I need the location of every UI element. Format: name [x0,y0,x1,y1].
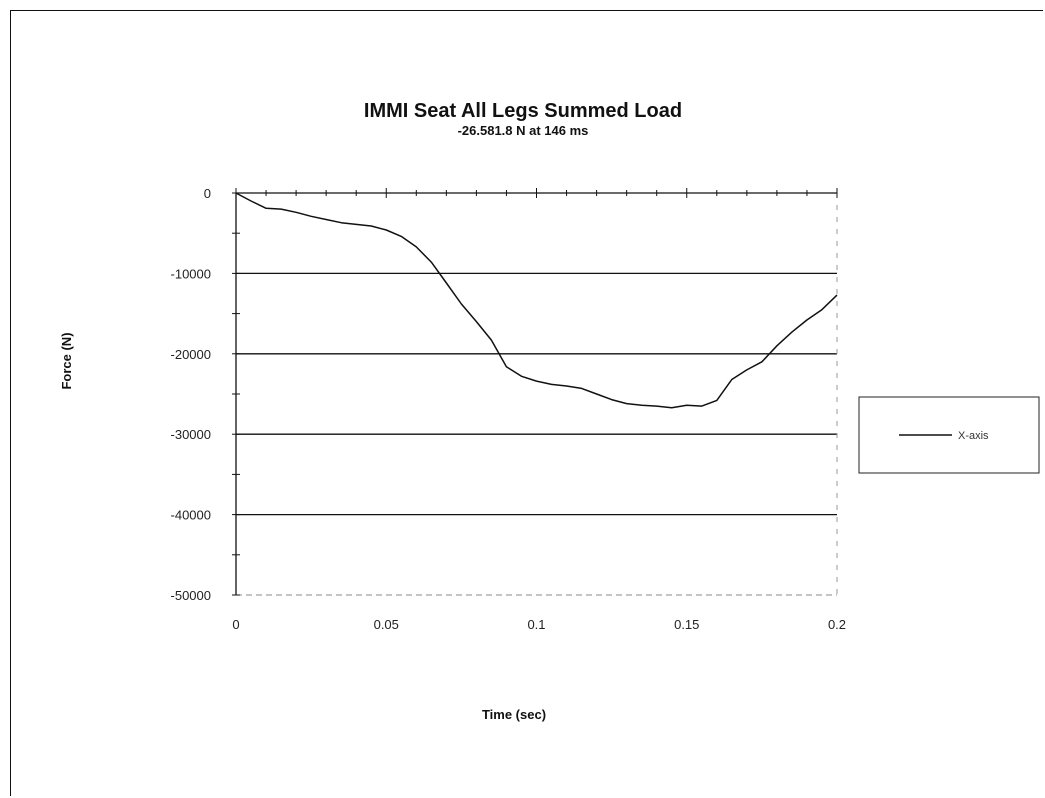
y-axis-title: Force (N) [59,332,74,389]
chart-subtitle: -26.581.8 N at 146 ms [458,123,589,138]
y-tick-label-1: -10000 [171,266,211,281]
y-tick-label-0: 0 [204,186,211,201]
x-tick-label-0: 0 [232,617,239,632]
y-tick-label-5: -50000 [171,588,211,603]
grid-lines [236,272,837,516]
x-tick-label-4: 0.2 [828,617,846,632]
y-tick-label-3: -30000 [171,427,211,442]
series-line-0 [235,192,838,409]
x-tick-label-3: 0.15 [674,617,699,632]
tick-labels: 0 -10000 -20000 -30000 -40000 -50000 0 0.05 0.1 0… [171,186,847,632]
chart-frame: IMMI Seat All Legs Summed Load -26.581.8… [10,10,1043,796]
legend-label: X-axis [958,430,989,442]
axes [232,188,838,596]
chart: IMMI Seat All Legs Summed Load -26.581.8… [59,100,1040,722]
x-axis-title: Time (sec) [482,707,546,722]
y-tick-label-4: -40000 [171,508,211,523]
y-tick-label-2: -20000 [171,347,211,362]
legend: X-axis [858,396,1040,474]
x-tick-label-1: 0.05 [374,617,399,632]
x-tick-label-2: 0.1 [527,617,545,632]
chart-title: IMMI Seat All Legs Summed Load [364,100,682,122]
series-lines [235,192,838,409]
